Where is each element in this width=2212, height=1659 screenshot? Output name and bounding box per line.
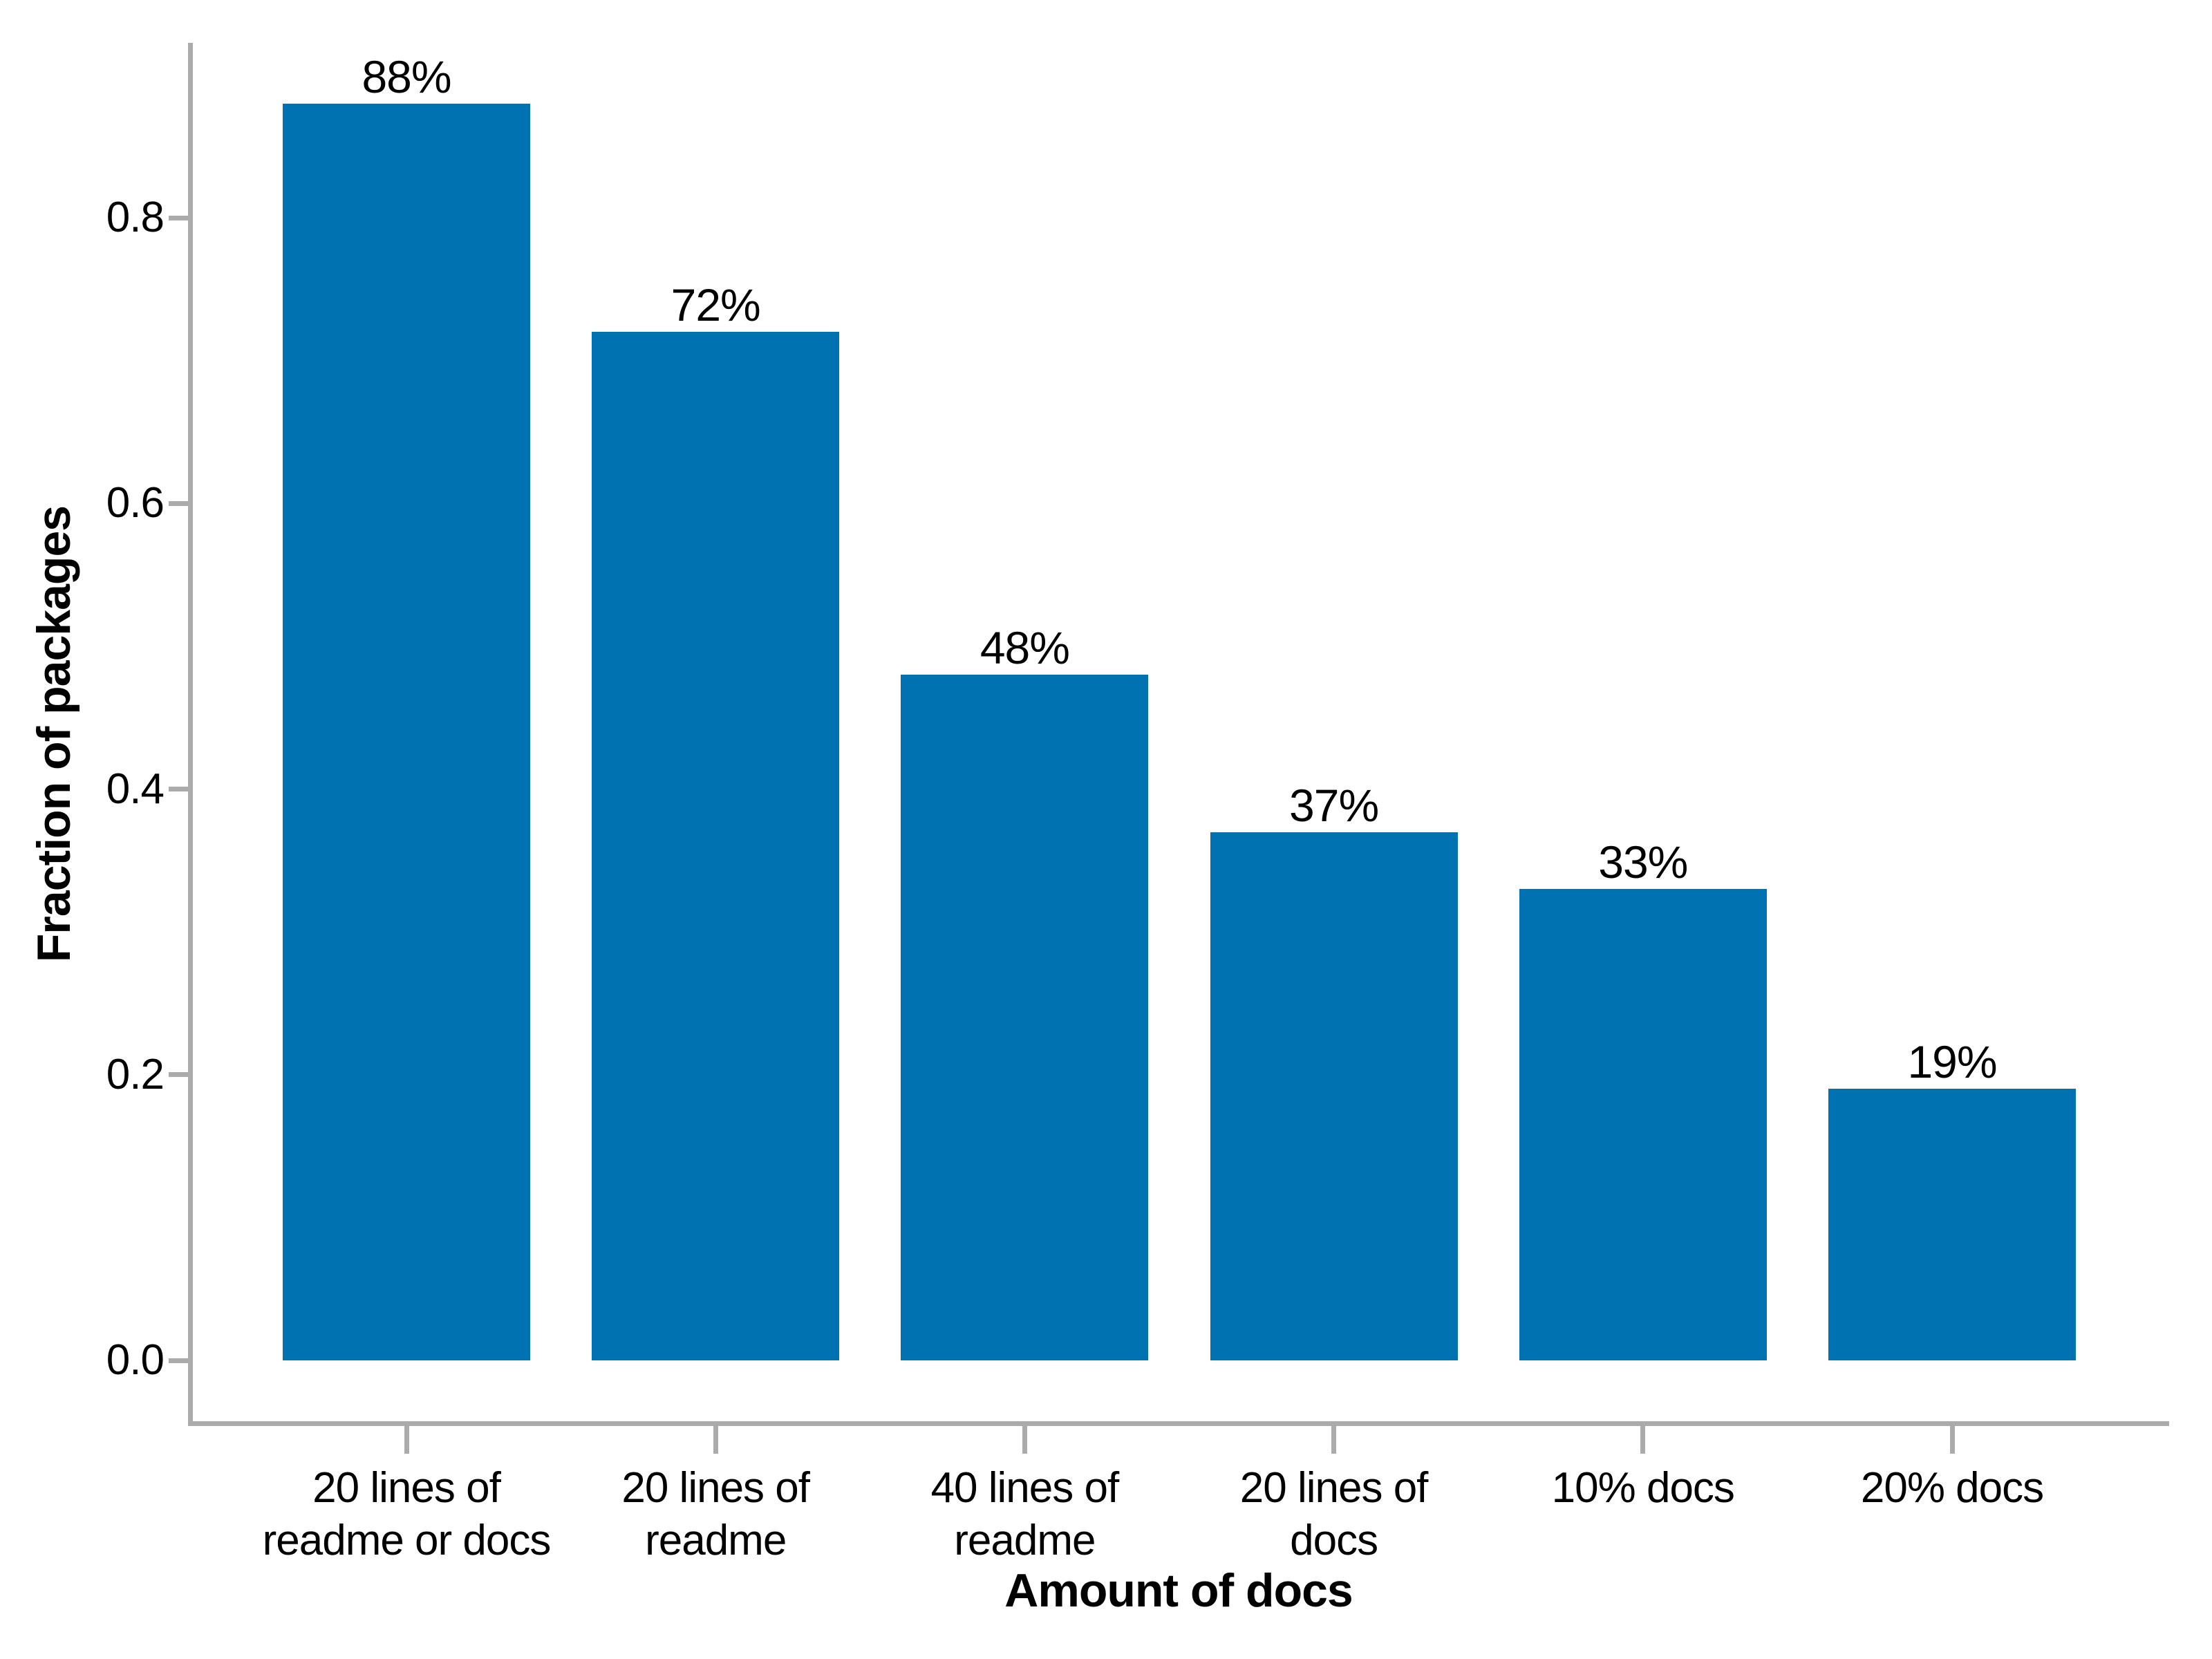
y-axis-title: Fraction of packages xyxy=(28,505,80,963)
x-tick xyxy=(1022,1426,1027,1454)
y-tick xyxy=(169,1358,188,1363)
y-tick xyxy=(169,787,188,792)
x-tick-label: 20 lines of docs xyxy=(1239,1464,1429,1564)
y-tick-label: 0.4 xyxy=(106,765,165,813)
bar-value-label: 19% xyxy=(1907,1036,1997,1088)
bar-value-label: 72% xyxy=(671,279,761,331)
bar-value-label: 37% xyxy=(1289,779,1379,831)
bar xyxy=(1828,1089,2076,1360)
x-axis-title: Amount of docs xyxy=(1004,1564,1353,1617)
x-tick-label: 10% docs xyxy=(1551,1464,1735,1512)
y-tick xyxy=(169,1072,188,1078)
bar xyxy=(592,332,840,1360)
bar-value-label: 88% xyxy=(362,50,451,102)
y-tick-label: 0.2 xyxy=(106,1050,165,1098)
y-tick xyxy=(169,215,188,221)
x-tick-label: 40 lines of readme xyxy=(930,1464,1120,1564)
y-axis-line xyxy=(188,43,193,1426)
y-tick-label: 0.0 xyxy=(106,1336,165,1384)
x-tick-label: 20 lines of readme or docs xyxy=(262,1464,552,1564)
x-tick xyxy=(713,1426,718,1454)
x-tick xyxy=(1949,1426,1955,1454)
bar-value-label: 48% xyxy=(980,622,1070,674)
x-tick-label: 20% docs xyxy=(1860,1464,2044,1512)
y-tick-label: 0.8 xyxy=(106,194,165,242)
y-tick-label: 0.6 xyxy=(106,479,165,527)
bar xyxy=(901,675,1149,1360)
bar xyxy=(1210,832,1458,1360)
x-axis-line xyxy=(188,1421,2169,1426)
x-tick xyxy=(1640,1426,1646,1454)
bar xyxy=(1519,889,1767,1360)
y-tick xyxy=(169,500,188,506)
x-tick xyxy=(1331,1426,1337,1454)
bar xyxy=(283,103,530,1360)
bar-value-label: 33% xyxy=(1598,836,1688,888)
x-tick xyxy=(404,1426,409,1454)
x-tick-label: 20 lines of readme xyxy=(621,1464,810,1564)
